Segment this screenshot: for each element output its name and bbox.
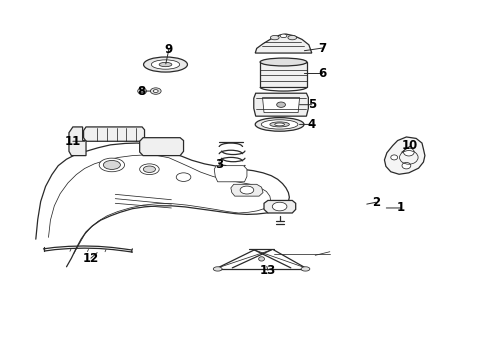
Text: 9: 9 xyxy=(164,42,173,55)
Polygon shape xyxy=(253,93,308,116)
Text: 13: 13 xyxy=(259,264,275,277)
Polygon shape xyxy=(69,127,86,156)
Ellipse shape xyxy=(270,36,279,40)
Text: 7: 7 xyxy=(318,41,326,54)
Polygon shape xyxy=(140,138,183,156)
Text: 8: 8 xyxy=(137,85,145,98)
Ellipse shape xyxy=(99,158,124,172)
Ellipse shape xyxy=(258,257,264,261)
Ellipse shape xyxy=(176,173,190,181)
Ellipse shape xyxy=(287,36,296,40)
Polygon shape xyxy=(262,98,299,113)
Text: 1: 1 xyxy=(396,202,404,215)
Text: 5: 5 xyxy=(307,98,315,111)
Polygon shape xyxy=(83,127,144,141)
Ellipse shape xyxy=(260,58,306,66)
Ellipse shape xyxy=(213,267,222,271)
Ellipse shape xyxy=(255,118,304,131)
Ellipse shape xyxy=(272,202,286,211)
Ellipse shape xyxy=(276,102,285,107)
Ellipse shape xyxy=(140,164,159,175)
Ellipse shape xyxy=(143,166,155,172)
Polygon shape xyxy=(214,166,246,182)
Ellipse shape xyxy=(159,62,171,67)
Ellipse shape xyxy=(269,122,289,127)
Text: 12: 12 xyxy=(82,252,99,265)
Ellipse shape xyxy=(280,34,286,38)
Polygon shape xyxy=(230,184,263,196)
Polygon shape xyxy=(260,62,306,87)
Ellipse shape xyxy=(138,88,146,94)
Text: 11: 11 xyxy=(64,135,81,148)
Ellipse shape xyxy=(151,60,179,69)
Polygon shape xyxy=(255,34,311,53)
Polygon shape xyxy=(264,201,295,213)
Ellipse shape xyxy=(150,88,161,94)
Ellipse shape xyxy=(103,161,120,170)
Ellipse shape xyxy=(301,267,309,271)
Ellipse shape xyxy=(153,90,158,93)
Text: 4: 4 xyxy=(307,118,315,131)
Text: 6: 6 xyxy=(318,67,326,80)
Ellipse shape xyxy=(274,123,284,126)
Text: 3: 3 xyxy=(215,158,223,171)
Ellipse shape xyxy=(140,90,144,93)
Ellipse shape xyxy=(143,57,187,72)
Ellipse shape xyxy=(401,162,410,169)
Ellipse shape xyxy=(240,186,253,194)
Polygon shape xyxy=(384,137,424,174)
Ellipse shape xyxy=(261,120,297,129)
Ellipse shape xyxy=(390,155,397,160)
Ellipse shape xyxy=(403,148,413,156)
Text: 10: 10 xyxy=(401,139,418,152)
Text: 2: 2 xyxy=(371,196,380,209)
